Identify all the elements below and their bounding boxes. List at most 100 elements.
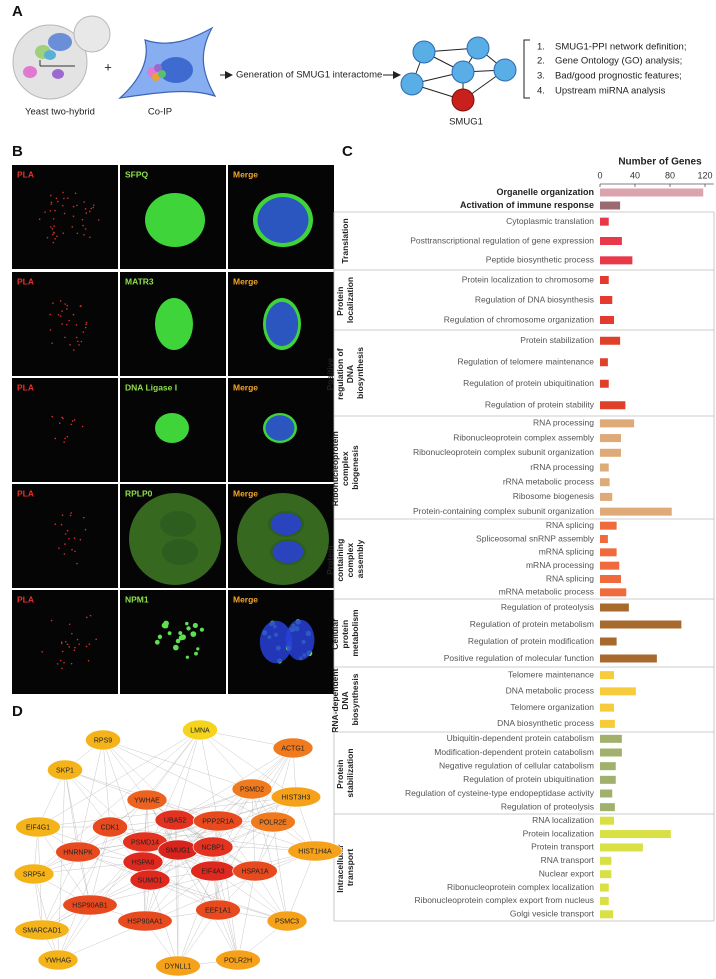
probe-label: PLA (17, 276, 34, 286)
pla-dot (50, 201, 53, 204)
category-label: Regulation of telomere maintenance (457, 357, 594, 367)
bar (600, 358, 608, 367)
node-label: HIST3H3 (282, 794, 311, 801)
category-label: Protein localization to chromosome (462, 274, 595, 284)
bar (600, 575, 621, 583)
panel-label: C (342, 143, 353, 160)
node (126, 789, 168, 811)
bar (600, 561, 620, 570)
category-label: Spliceosomal snRNP assembly (476, 533, 595, 543)
node-label: HNRNPK (63, 849, 93, 856)
bar (600, 803, 615, 812)
group-label: Positive regulation of DNA biosynthesis (325, 346, 365, 400)
edge (102, 739, 288, 922)
pla-dot (85, 645, 88, 648)
dapi (257, 197, 309, 243)
node-label: HSPA1A (241, 868, 268, 875)
pla-dot (49, 329, 52, 331)
pla-dot (75, 324, 78, 326)
category-label: DNA metabolic process (506, 686, 594, 696)
edge (272, 821, 288, 922)
pla-dot (44, 211, 46, 213)
x-tick-label: 0 (597, 170, 602, 180)
node (47, 759, 83, 781)
bar (600, 637, 617, 646)
list-text: Bad/good prognostic features; (555, 71, 682, 82)
bar (600, 789, 613, 798)
node (37, 949, 79, 971)
node-label: HIST1H4A (298, 848, 332, 855)
pla-dot (52, 241, 55, 244)
nucleus-stain (155, 298, 193, 350)
category-label: RNA transport (541, 855, 595, 865)
pla-dot (54, 523, 57, 525)
list-text: SMUG1-PPI network definition; (555, 42, 686, 53)
bar (600, 748, 622, 757)
category-label: Regulation of proteolysis (501, 801, 594, 811)
pla-dot (69, 343, 71, 346)
micrograph (12, 378, 118, 482)
pla-dot (61, 416, 63, 419)
list-number: 3. (537, 71, 545, 82)
pla-dot (78, 643, 80, 645)
node-label: UBA52 (164, 817, 186, 824)
category-label: Protein localization (523, 828, 595, 838)
node (55, 841, 101, 863)
node (192, 836, 234, 858)
speckle (186, 626, 191, 631)
pla-dot (97, 219, 100, 221)
x-tick-label: 40 (630, 170, 640, 180)
bar (600, 336, 621, 345)
node-label: EIF4G1 (26, 824, 50, 831)
speckle (167, 631, 172, 636)
panel-label: D (12, 703, 23, 720)
edge (64, 769, 111, 828)
list-number: 1. (537, 42, 545, 53)
probe-label: PLA (17, 382, 34, 392)
target-label: NPM1 (125, 594, 149, 604)
pla-dot (61, 310, 63, 312)
pla-dot (65, 308, 68, 310)
edge (57, 826, 111, 961)
nucleus-stain (162, 539, 198, 565)
node-label: LMNA (190, 727, 210, 734)
edge (199, 729, 253, 790)
pla-dot (64, 437, 66, 440)
node-label: CDK1 (101, 824, 120, 831)
pla-dot (51, 342, 53, 345)
edge (77, 739, 104, 853)
list-text: Gene Ontology (GO) analysis; (555, 56, 682, 67)
bar (600, 843, 643, 852)
pla-dot (63, 553, 66, 555)
category-label: Modification-dependent protein catabolis… (434, 747, 594, 757)
pla-dot (60, 641, 63, 643)
category-label: Telomere maintenance (508, 669, 594, 679)
category-label: Ribonucleoprotein complex localization (447, 882, 594, 892)
pla-dot (68, 623, 71, 626)
bar (600, 401, 626, 410)
pla-dot (78, 344, 80, 346)
pla-dot (82, 224, 84, 227)
bar (600, 719, 615, 728)
pla-dot (72, 313, 75, 316)
node-label: SKP1 (56, 767, 74, 774)
category-label: Regulation of protein ubiquitination (463, 378, 594, 388)
category-label: Regulation of chromosome organization (444, 314, 595, 324)
pla-dot (59, 659, 62, 662)
merge-label: Merge (233, 169, 258, 179)
pla-dot (56, 663, 59, 665)
pla-dot (60, 523, 63, 526)
edge (286, 850, 316, 922)
pla-dot (84, 528, 87, 531)
pla-dot (65, 323, 68, 326)
pla-dot (88, 210, 91, 213)
panel-label: B (12, 143, 23, 160)
pla-dot (70, 512, 72, 514)
node (192, 810, 244, 832)
pla-dot (50, 226, 52, 228)
bar (600, 671, 614, 680)
pla-dot (82, 331, 85, 333)
bar (600, 237, 622, 245)
node (62, 894, 118, 916)
speckle (196, 647, 200, 651)
